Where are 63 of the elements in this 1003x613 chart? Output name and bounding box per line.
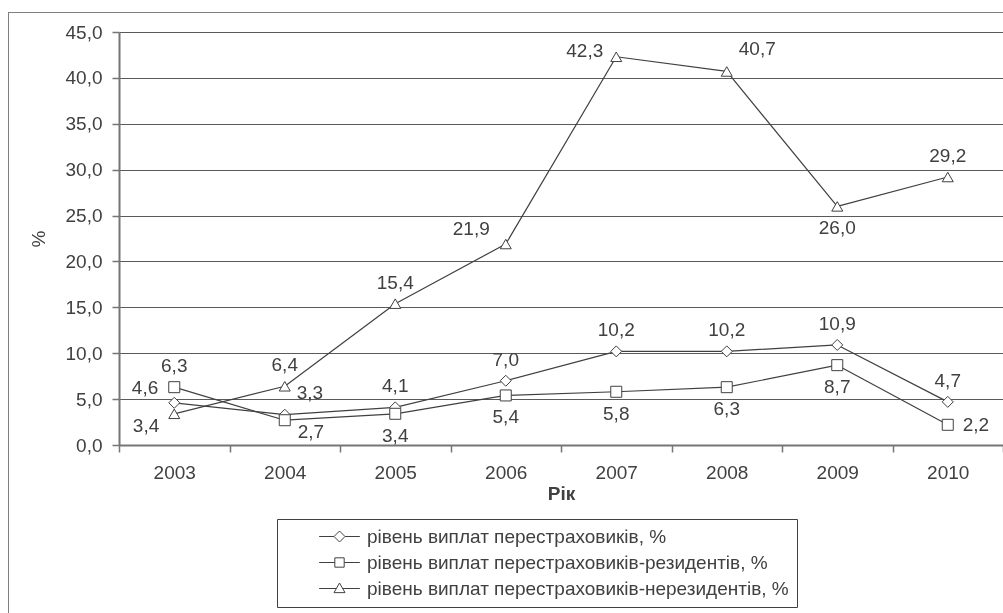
y-tick-label: 15,0 <box>65 296 103 318</box>
data-label: 4,6 <box>131 376 159 398</box>
y-tick-label: 5,0 <box>76 388 103 410</box>
x-axis-title: Рік <box>547 482 576 504</box>
data-label: 3,4 <box>382 424 409 446</box>
y-tick-label: 30,0 <box>65 159 103 181</box>
y-tick-label: 35,0 <box>65 113 103 135</box>
point <box>168 381 181 394</box>
x-tick-label: 2007 <box>595 461 638 483</box>
y-tick-label: 25,0 <box>65 205 103 227</box>
data-label: 15,4 <box>376 271 415 293</box>
data-label: 4,7 <box>934 369 961 391</box>
data-label: 2,7 <box>297 421 325 443</box>
point <box>389 407 402 420</box>
point <box>831 359 844 372</box>
point <box>499 389 512 402</box>
legend-label: рівень виплат перестраховиків-нерезидентів, % <box>367 577 789 599</box>
data-label: 10,2 <box>708 319 746 341</box>
point <box>278 414 291 427</box>
y-tick-label: 40,0 <box>65 67 103 89</box>
x-tick-label: 2008 <box>706 461 749 483</box>
point <box>389 298 402 309</box>
y-tick-label: 0,0 <box>76 434 103 456</box>
point <box>610 51 623 63</box>
point <box>831 201 844 212</box>
x-tick-label: 2009 <box>816 461 859 483</box>
y-tick-label: 45,0 <box>65 21 103 43</box>
data-label: 8,7 <box>824 376 851 398</box>
data-label: 2,2 <box>962 413 990 435</box>
data-label: 6,3 <box>161 355 188 377</box>
point <box>278 381 291 392</box>
data-label: 10,9 <box>818 312 856 334</box>
point <box>610 385 623 398</box>
data-label: 7,0 <box>492 348 519 370</box>
data-label: 6,3 <box>713 398 740 420</box>
data-label: 10,2 <box>597 319 635 341</box>
data-label: 3,4 <box>132 414 160 436</box>
data-label: 42,3 <box>566 39 604 61</box>
point <box>941 171 954 183</box>
x-tick-label: 2004 <box>264 461 307 483</box>
data-label: 6,4 <box>271 354 299 376</box>
point <box>720 381 733 394</box>
point <box>720 66 733 77</box>
point <box>499 238 512 250</box>
x-tick-label: 2010 <box>927 461 970 483</box>
data-label: 5,4 <box>492 406 520 428</box>
data-label: 3,3 <box>296 381 324 403</box>
x-tick-label: 2003 <box>153 461 196 483</box>
data-label: 29,2 <box>929 145 967 167</box>
legend-label: рівень виплат перестраховиків, % <box>367 525 667 547</box>
data-label: 40,7 <box>738 38 776 60</box>
x-tick-label: 2006 <box>485 461 528 483</box>
point <box>168 408 181 420</box>
y-tick-label: 20,0 <box>65 250 103 272</box>
data-label: 5,8 <box>603 402 630 424</box>
x-tick-label: 2005 <box>374 461 417 483</box>
data-label: 4,1 <box>382 375 409 397</box>
y-tick-label: 10,0 <box>65 342 103 364</box>
point <box>941 418 954 431</box>
y-axis-title: % <box>27 230 49 248</box>
data-label: 26,0 <box>818 217 856 239</box>
legend-label: рівень виплат перестраховиків-резидентів, % <box>367 551 768 573</box>
data-label: 21,9 <box>452 218 490 240</box>
